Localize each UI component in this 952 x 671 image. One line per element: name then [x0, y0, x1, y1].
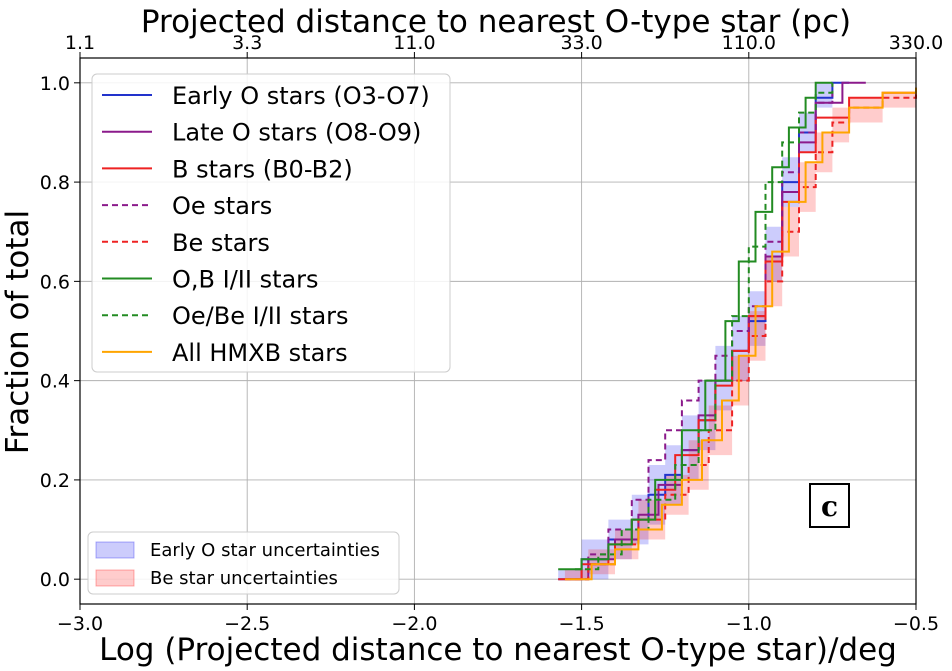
legend2-label-1: Be star uncertainties — [150, 568, 338, 589]
legend-label-1: Late O stars (O8-O9) — [172, 119, 421, 147]
legend-label-0: Early O stars (O3-O7) — [172, 82, 430, 110]
x-axis-ticks: −3.0 −2.5 −2.0 −1.5 −1.0 −0.5 — [57, 604, 939, 635]
y-tick-label-0: 0.0 — [40, 569, 70, 591]
x-tick-label-3: −1.5 — [559, 613, 605, 635]
legend-label-7: All HMXB stars — [172, 339, 348, 367]
data-series — [558, 81, 917, 581]
series-line-4 — [564, 92, 917, 581]
plot-frame — [79, 57, 917, 605]
x-tick-label-5: −0.5 — [893, 613, 939, 635]
top-tick-label-0: 1.1 — [65, 32, 95, 54]
legend-box — [91, 73, 451, 373]
top-tick-label-4: 110.0 — [722, 32, 776, 54]
x-tick-label-0: −3.0 — [57, 613, 103, 635]
x-tick-label-4: −1.0 — [726, 613, 772, 635]
legend-label-4: Be stars — [172, 229, 270, 257]
legend-label-3: Oe stars — [172, 192, 272, 220]
top-tick-label-3: 33.0 — [560, 32, 602, 54]
series-legend: Early O stars (O3-O7) Late O stars (O8-O9… — [91, 73, 451, 373]
top-tick-label-2: 11.0 — [393, 32, 435, 54]
uncertainty-legend: Early O star uncertainties Be star uncert… — [87, 531, 400, 595]
panel-label-box: c — [809, 483, 850, 528]
legend-label-5: O,B I/II stars — [172, 266, 319, 294]
legend-label-2: B stars (B0-B2) — [172, 155, 353, 183]
series-line-7 — [564, 87, 917, 581]
y-tick-label-3: 0.6 — [40, 271, 70, 293]
series-line-5 — [558, 81, 833, 571]
y-tick-label-1: 0.2 — [40, 470, 70, 492]
y-tick-label-4: 0.8 — [40, 172, 70, 194]
top-tick-label-1: 3.3 — [232, 32, 262, 54]
top-axis-label: Projected distance to nearest O-type sta… — [141, 4, 851, 40]
x-axis-label: Log (Projected distance to nearest O-typ… — [99, 632, 897, 668]
top-axis-ticks: 1.1 3.3 11.0 33.0 110.0 330.0 — [65, 32, 943, 58]
legend-label-6: Oe/Be I/II stars — [172, 302, 349, 330]
x-tick-label-1: −2.5 — [224, 613, 270, 635]
series-line-3 — [564, 82, 834, 581]
legend2-swatch-0 — [95, 541, 135, 559]
y-axis-label: Fraction of total — [0, 210, 36, 454]
y-axis-ticks: 0.0 0.2 0.4 0.6 0.8 1.0 — [40, 73, 80, 591]
legend2-label-0: Early O star uncertainties — [150, 540, 380, 561]
y-tick-label-5: 1.0 — [40, 73, 70, 95]
top-tick-label-5: 330.0 — [889, 32, 943, 54]
x-tick-label-2: −2.0 — [391, 613, 437, 635]
panel-label: c — [821, 490, 838, 523]
legend2-box — [87, 531, 400, 595]
legend2-swatch-1 — [95, 569, 135, 587]
y-tick-label-2: 0.4 — [40, 371, 70, 393]
series-line-6 — [574, 82, 834, 571]
